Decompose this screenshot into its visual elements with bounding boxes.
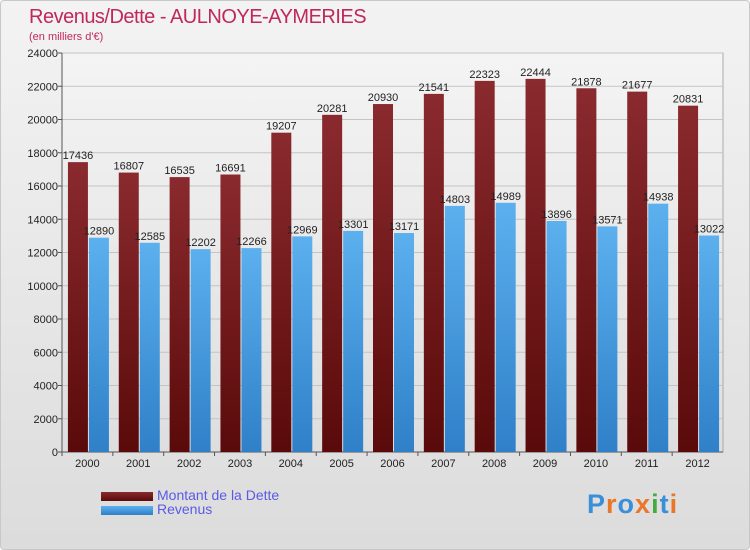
value-label-debt-2006: 20930 (368, 92, 399, 104)
value-label-revenue-2011: 14938 (643, 192, 674, 204)
x-tick-label-2002: 2002 (177, 458, 201, 470)
bar-debt-2004 (271, 132, 292, 452)
bar-debt-2009 (525, 78, 546, 452)
bar-revenue-2000 (88, 237, 109, 452)
value-label-debt-2002: 16535 (164, 165, 195, 177)
value-label-debt-2003: 16691 (215, 163, 246, 175)
value-label-revenue-2006: 13171 (389, 221, 420, 233)
value-label-revenue-2002: 12202 (185, 237, 216, 249)
bar-revenue-2004 (292, 236, 313, 452)
x-tick-label-2007: 2007 (431, 458, 455, 470)
y-tick-label: 18000 (27, 148, 58, 160)
value-label-debt-2004: 19207 (266, 121, 297, 133)
y-tick-label: 16000 (27, 181, 58, 193)
value-label-revenue-2005: 13301 (338, 219, 369, 231)
value-label-debt-2012: 20831 (673, 94, 704, 106)
legend-item-revenue: Revenus (101, 502, 212, 516)
bar-debt-2011 (627, 91, 648, 452)
legend-label-debt: Montant de la Dette (157, 487, 280, 503)
brand-letter: o (617, 489, 636, 519)
x-tick-label-2010: 2010 (584, 458, 608, 470)
y-tick-label: 2000 (34, 414, 58, 426)
bar-revenue-2001 (139, 242, 160, 452)
bar-debt-2012 (678, 105, 699, 452)
y-tick-label: 14000 (27, 214, 58, 226)
value-label-debt-2000: 17436 (63, 150, 94, 162)
x-tick-label-2003: 2003 (228, 458, 252, 470)
bar-revenue-2012 (699, 235, 720, 452)
value-label-debt-2009: 22444 (520, 67, 551, 79)
value-label-revenue-2010: 13571 (592, 214, 623, 226)
y-tick-label: 0 (52, 447, 58, 459)
bar-revenue-2002 (190, 249, 211, 452)
value-label-debt-2010: 21878 (571, 76, 602, 88)
bar-revenue-2006 (394, 233, 414, 452)
legend-label-revenue: Revenus (157, 501, 213, 517)
bar-debt-2008 (474, 80, 495, 452)
brand-letter: P (587, 489, 607, 519)
value-label-debt-2011: 21677 (622, 80, 653, 92)
x-tick-label-2008: 2008 (482, 458, 506, 470)
value-label-revenue-2007: 14803 (440, 194, 471, 206)
bar-debt-2001 (118, 172, 139, 452)
x-tick-label-2001: 2001 (126, 458, 150, 470)
bar-debt-2006 (373, 104, 393, 452)
x-tick-label-2000: 2000 (75, 458, 99, 470)
chart-subtitle: (en milliers d'€) (29, 31, 104, 43)
bar-revenue-2003 (241, 248, 262, 452)
y-tick-label: 24000 (27, 48, 58, 60)
value-label-revenue-2004: 12969 (287, 224, 318, 236)
x-tick-label-2004: 2004 (279, 458, 303, 470)
brand-letter: t (659, 489, 670, 519)
bar-debt-2010 (576, 88, 597, 452)
value-label-revenue-2003: 12266 (236, 236, 267, 248)
bar-revenue-2005 (343, 230, 364, 452)
x-tick-label-2009: 2009 (533, 458, 557, 470)
value-label-revenue-2000: 12890 (84, 226, 115, 238)
value-label-revenue-2008: 14989 (490, 191, 521, 203)
legend-swatch-revenue (101, 505, 153, 515)
y-tick-label: 4000 (34, 381, 58, 393)
brand-letter: i (669, 489, 679, 519)
x-tick-label-2011: 2011 (635, 458, 659, 470)
legend-swatch-debt (101, 491, 153, 501)
y-tick-label: 10000 (27, 281, 58, 293)
bar-revenue-2008 (495, 202, 516, 452)
brand-letter: r (606, 489, 618, 519)
value-label-debt-2001: 16807 (113, 161, 144, 173)
value-label-debt-2008: 22323 (469, 69, 500, 81)
bar-revenue-2009 (546, 220, 567, 452)
bar-debt-2005 (322, 114, 343, 453)
y-tick-label: 8000 (34, 314, 58, 326)
y-tick-label: 20000 (27, 115, 58, 127)
brand-logo: Proxiti (587, 489, 678, 520)
value-label-revenue-2012: 13022 (694, 224, 725, 236)
y-tick-label: 6000 (34, 347, 58, 359)
x-tick-label-2012: 2012 (685, 458, 709, 470)
bar-debt-2000 (67, 162, 88, 452)
value-label-revenue-2001: 12585 (134, 231, 165, 243)
bar-revenue-2011 (648, 203, 669, 452)
y-tick-label: 22000 (27, 81, 58, 93)
value-label-debt-2007: 21541 (419, 82, 450, 94)
bar-debt-2002 (169, 177, 190, 452)
bar-debt-2007 (423, 93, 444, 453)
value-label-revenue-2009: 13896 (541, 209, 572, 221)
bar-revenue-2010 (597, 226, 618, 452)
x-tick-label-2005: 2005 (329, 458, 353, 470)
brand-letter: x (635, 489, 652, 519)
legend-item-debt: Montant de la Dette (101, 488, 279, 502)
y-tick-label: 12000 (27, 248, 58, 260)
bar-debt-2003 (220, 174, 241, 452)
chart-title: Revenus/Dette - AULNOYE-AYMERIES (29, 6, 367, 28)
brand-letter: i (651, 489, 660, 519)
value-label-debt-2005: 20281 (317, 103, 348, 115)
x-tick-label-2006: 2006 (380, 458, 404, 470)
bar-revenue-2007 (444, 205, 465, 452)
